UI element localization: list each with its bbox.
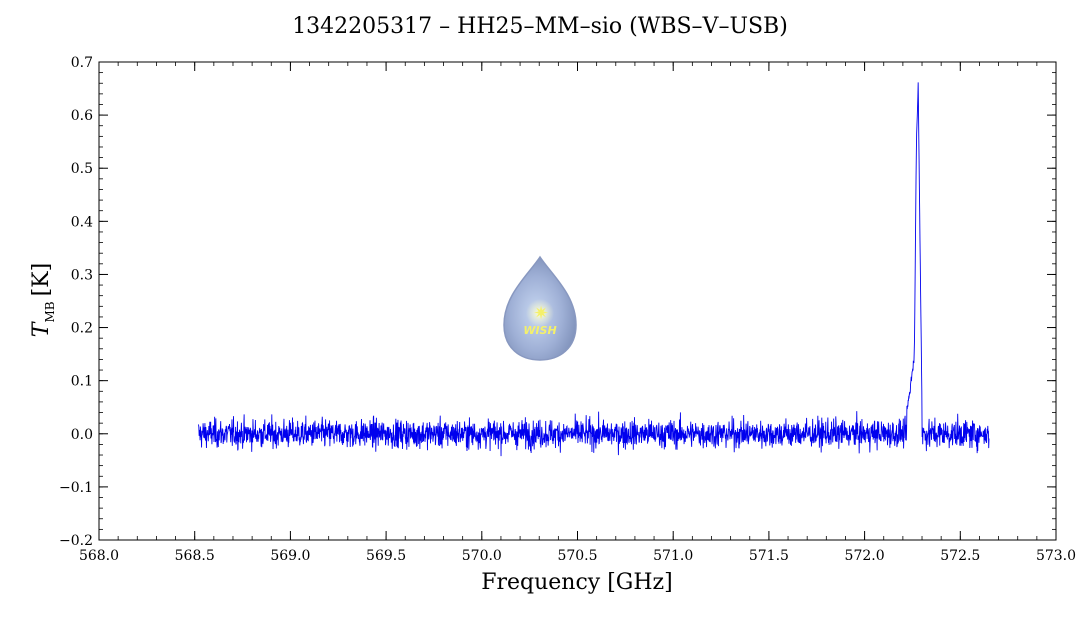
y-tick-label: 0.1 xyxy=(71,374,93,390)
x-tick-label: 571.0 xyxy=(653,548,693,564)
star-icon: ✷ xyxy=(533,303,548,324)
y-axis-title: TMB [K] xyxy=(29,263,57,337)
x-axis-title: Frequency [GHz] xyxy=(481,570,673,595)
plot-frame xyxy=(98,61,1057,541)
y-tick-label: 0.3 xyxy=(71,267,93,283)
wish-logo: ✷ WISH xyxy=(503,255,577,361)
x-tick-label: 569.0 xyxy=(270,548,310,564)
y-axis-unit: [K] xyxy=(29,263,54,297)
y-tick-label: 0.2 xyxy=(71,321,93,337)
x-tick-label: 571.5 xyxy=(749,548,789,564)
star-glow xyxy=(526,299,554,327)
x-tick-label: 573.0 xyxy=(1036,548,1076,564)
y-tick-label: −0.1 xyxy=(59,480,93,496)
x-tick-label: 570.5 xyxy=(557,548,597,564)
y-tick-label: 0.0 xyxy=(71,427,93,443)
y-tick-label: 0.7 xyxy=(71,55,93,71)
spectrum-series-line xyxy=(198,82,990,457)
y-tick-label: 0.5 xyxy=(71,161,93,177)
x-tick-label: 572.5 xyxy=(940,548,980,564)
y-axis-symbol: T xyxy=(29,320,54,337)
y-tick-label: −0.2 xyxy=(59,533,93,549)
y-axis-subscript: MB xyxy=(43,301,57,322)
x-tick-label: 568.0 xyxy=(79,548,119,564)
x-tick-label: 570.0 xyxy=(462,548,502,564)
y-tick-label: 0.6 xyxy=(71,108,93,124)
wish-logo-text: WISH xyxy=(523,324,556,337)
x-tick-label: 569.5 xyxy=(366,548,406,564)
y-tick-label: 0.4 xyxy=(71,214,93,230)
x-tick-label: 572.0 xyxy=(845,548,885,564)
chart-title: 1342205317 – HH25–MM–sio (WBS–V–USB) xyxy=(292,14,788,39)
x-tick-label: 568.5 xyxy=(175,548,215,564)
